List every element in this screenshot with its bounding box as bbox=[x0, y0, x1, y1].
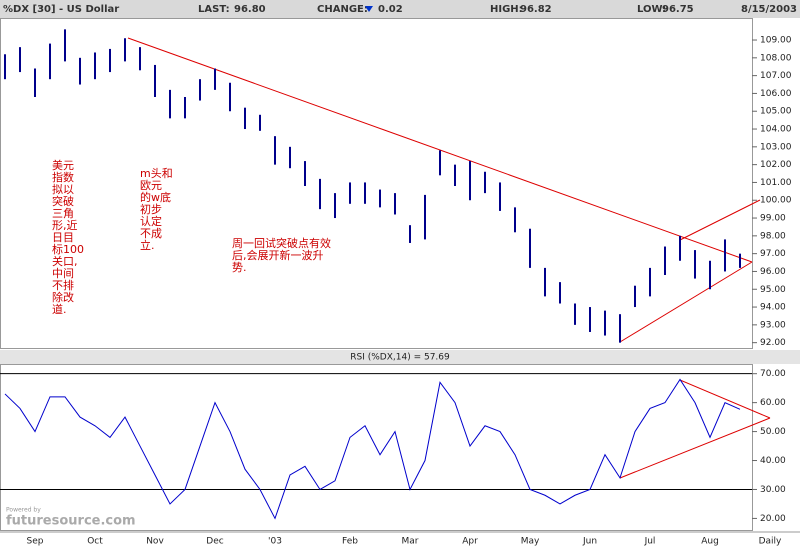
y-tick-label: 98.00 bbox=[760, 231, 786, 241]
y-tick-label: 70.00 bbox=[760, 369, 786, 379]
annotation: 三角 bbox=[52, 207, 74, 220]
annotation: 关口, bbox=[52, 254, 78, 268]
y-tick-label: 106.00 bbox=[760, 89, 792, 99]
high-label: HIGH: bbox=[490, 4, 523, 15]
rsi-line bbox=[4, 378, 741, 520]
annotation: m头和 bbox=[140, 167, 173, 180]
annotation: 后,会展开新一波升 bbox=[232, 248, 324, 262]
y-tick-label: 92.00 bbox=[760, 338, 786, 348]
panel-title: RSI (%DX,14) = 57.69 bbox=[350, 353, 450, 363]
y-tick-label: 20.00 bbox=[760, 514, 786, 524]
y-tick-label: 105.00 bbox=[760, 107, 792, 117]
annotation: 日目 bbox=[52, 231, 74, 244]
y-tick-label: 95.00 bbox=[760, 285, 786, 295]
x-tick-label: Nov bbox=[146, 537, 164, 547]
rsi-title-bar bbox=[0, 350, 800, 364]
x-tick-label: Dec bbox=[206, 537, 223, 547]
rsi-frame bbox=[0, 364, 753, 531]
low-label: LOW: bbox=[637, 4, 666, 15]
annotation: 拟以 bbox=[52, 182, 74, 196]
annotation: 突破 bbox=[52, 194, 74, 208]
annotation: 的w底 bbox=[140, 190, 171, 204]
y-tick-label: 103.00 bbox=[760, 142, 792, 152]
powered-by: Powered by bbox=[6, 507, 41, 514]
date: 8/15/2003 bbox=[741, 4, 797, 15]
x-tick-label: Mar bbox=[402, 537, 419, 547]
brand: futuresource.com bbox=[6, 514, 136, 529]
y-tick-label: 93.00 bbox=[760, 320, 786, 330]
annotation: 认定 bbox=[140, 214, 162, 228]
y-tick-label: 99.00 bbox=[760, 214, 786, 224]
y-tick-label: 97.00 bbox=[760, 249, 786, 259]
annotation: 道. bbox=[52, 302, 67, 316]
x-tick-label: May bbox=[521, 537, 540, 547]
annotation: 中间 bbox=[52, 267, 74, 280]
change-label: CHANGE: bbox=[317, 4, 368, 15]
y-tick-label: 96.00 bbox=[760, 267, 786, 277]
annotation: 周一回试突破点有效 bbox=[232, 236, 331, 250]
y-tick-label: 101.00 bbox=[760, 178, 792, 188]
x-tick-label: '03 bbox=[268, 537, 282, 547]
trend-line bbox=[619, 261, 753, 343]
y-tick-label: 100.00 bbox=[760, 196, 792, 206]
y-tick-label: 107.00 bbox=[760, 71, 792, 81]
annotation: 初步 bbox=[140, 202, 162, 216]
y-tick-label: 104.00 bbox=[760, 125, 792, 135]
low-value: 96.75 bbox=[662, 4, 694, 15]
change-value: 0.02 bbox=[378, 4, 403, 15]
last-label: LAST: bbox=[198, 4, 230, 15]
y-tick-label: 94.00 bbox=[760, 303, 786, 313]
period-label: Daily bbox=[759, 537, 782, 547]
y-tick-label: 50.00 bbox=[760, 427, 786, 437]
rsi-trend-line bbox=[619, 417, 771, 479]
annotation: 不排 bbox=[52, 278, 74, 292]
trend-line bbox=[679, 199, 761, 241]
annotation: 势. bbox=[232, 261, 247, 274]
annotation: 标100 bbox=[52, 242, 84, 256]
x-tick-label: Sep bbox=[27, 537, 44, 547]
annotation: 不成 bbox=[140, 227, 162, 240]
y-tick-label: 109.00 bbox=[760, 36, 792, 46]
trend-line bbox=[127, 37, 753, 263]
y-tick-label: 108.00 bbox=[760, 53, 792, 63]
annotation: 欧元 bbox=[140, 179, 162, 192]
annotation: 美元 bbox=[52, 159, 74, 172]
last-value: 96.80 bbox=[234, 4, 266, 15]
x-tick-label: Jun bbox=[582, 537, 597, 547]
annotation: 形,近 bbox=[52, 219, 78, 232]
y-tick-label: 30.00 bbox=[760, 485, 786, 495]
header-bar bbox=[0, 0, 800, 18]
y-tick-label: 40.00 bbox=[760, 456, 786, 466]
y-tick-label: 60.00 bbox=[760, 398, 786, 408]
x-tick-label: Feb bbox=[342, 537, 358, 547]
price-frame bbox=[0, 18, 753, 349]
x-tick-label: Oct bbox=[87, 537, 103, 547]
x-tick-label: Apr bbox=[462, 537, 478, 547]
rsi-trend-line bbox=[679, 379, 771, 419]
annotation: 立. bbox=[140, 238, 155, 252]
annotation: 指数 bbox=[52, 170, 74, 184]
x-tick-label: Aug bbox=[701, 537, 719, 547]
x-tick-label: Jul bbox=[644, 537, 656, 547]
high-value: 96.82 bbox=[520, 4, 552, 15]
down-arrow bbox=[365, 6, 373, 12]
annotation: 除改 bbox=[52, 290, 74, 304]
y-tick-label: 102.00 bbox=[760, 160, 792, 170]
symbol: %DX [30] - US Dollar bbox=[3, 4, 119, 15]
